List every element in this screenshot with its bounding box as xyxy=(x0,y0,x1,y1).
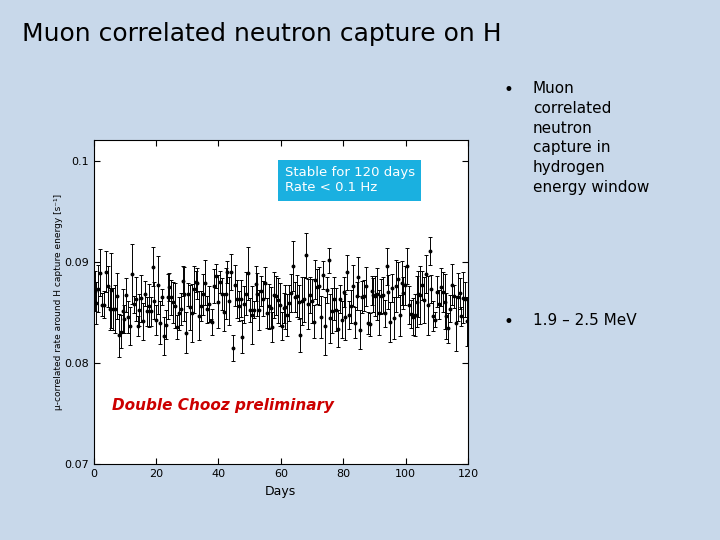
Text: Muon
correlated
neutron
capture in
hydrogen
energy window: Muon correlated neutron capture in hydro… xyxy=(533,81,649,195)
X-axis label: Days: Days xyxy=(265,485,297,498)
Text: Stable for 120 days
Rate < 0.1 Hz: Stable for 120 days Rate < 0.1 Hz xyxy=(284,166,415,194)
Text: •: • xyxy=(504,81,514,99)
Y-axis label: μ-correlated rate around H capture energy [s⁻¹]: μ-correlated rate around H capture energ… xyxy=(53,194,63,410)
Text: Double Chooz preliminary: Double Chooz preliminary xyxy=(112,397,334,413)
Text: •: • xyxy=(504,313,514,331)
Text: 1.9 – 2.5 MeV: 1.9 – 2.5 MeV xyxy=(533,313,636,328)
Text: Muon correlated neutron capture on H: Muon correlated neutron capture on H xyxy=(22,22,501,45)
